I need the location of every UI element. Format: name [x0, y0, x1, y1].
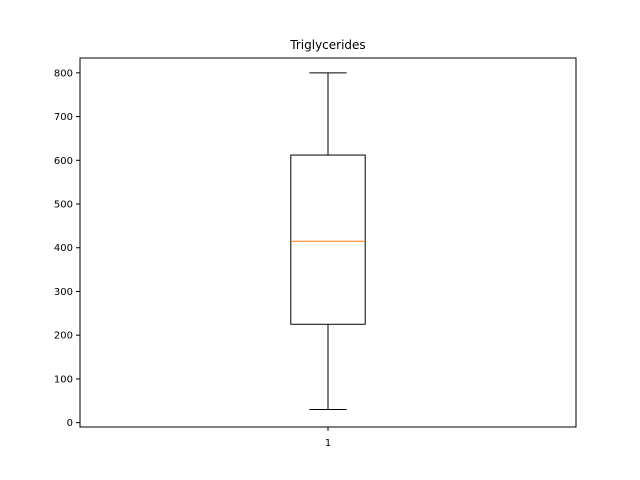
box-series [290, 72, 366, 411]
y-axis-ticks: 0 100 200 300 400 500 600 700 800 [54, 68, 80, 429]
axes-frame [79, 57, 577, 428]
y-tick-label: 700 [54, 112, 73, 123]
y-tick-label: 300 [54, 287, 73, 298]
y-tick-label: 800 [54, 68, 73, 79]
y-tick-label: 200 [54, 331, 73, 342]
iqr-box [290, 154, 366, 325]
chart-title: Triglycerides [289, 38, 365, 52]
y-tick-label: 400 [54, 243, 73, 254]
y-tick-label: 0 [67, 418, 73, 429]
y-tick-label: 600 [54, 156, 73, 167]
x-axis-ticks: 1 [325, 427, 331, 449]
y-tick-label: 500 [54, 200, 73, 211]
x-tick-label: 1 [325, 438, 331, 449]
y-tick-label: 100 [54, 374, 73, 385]
